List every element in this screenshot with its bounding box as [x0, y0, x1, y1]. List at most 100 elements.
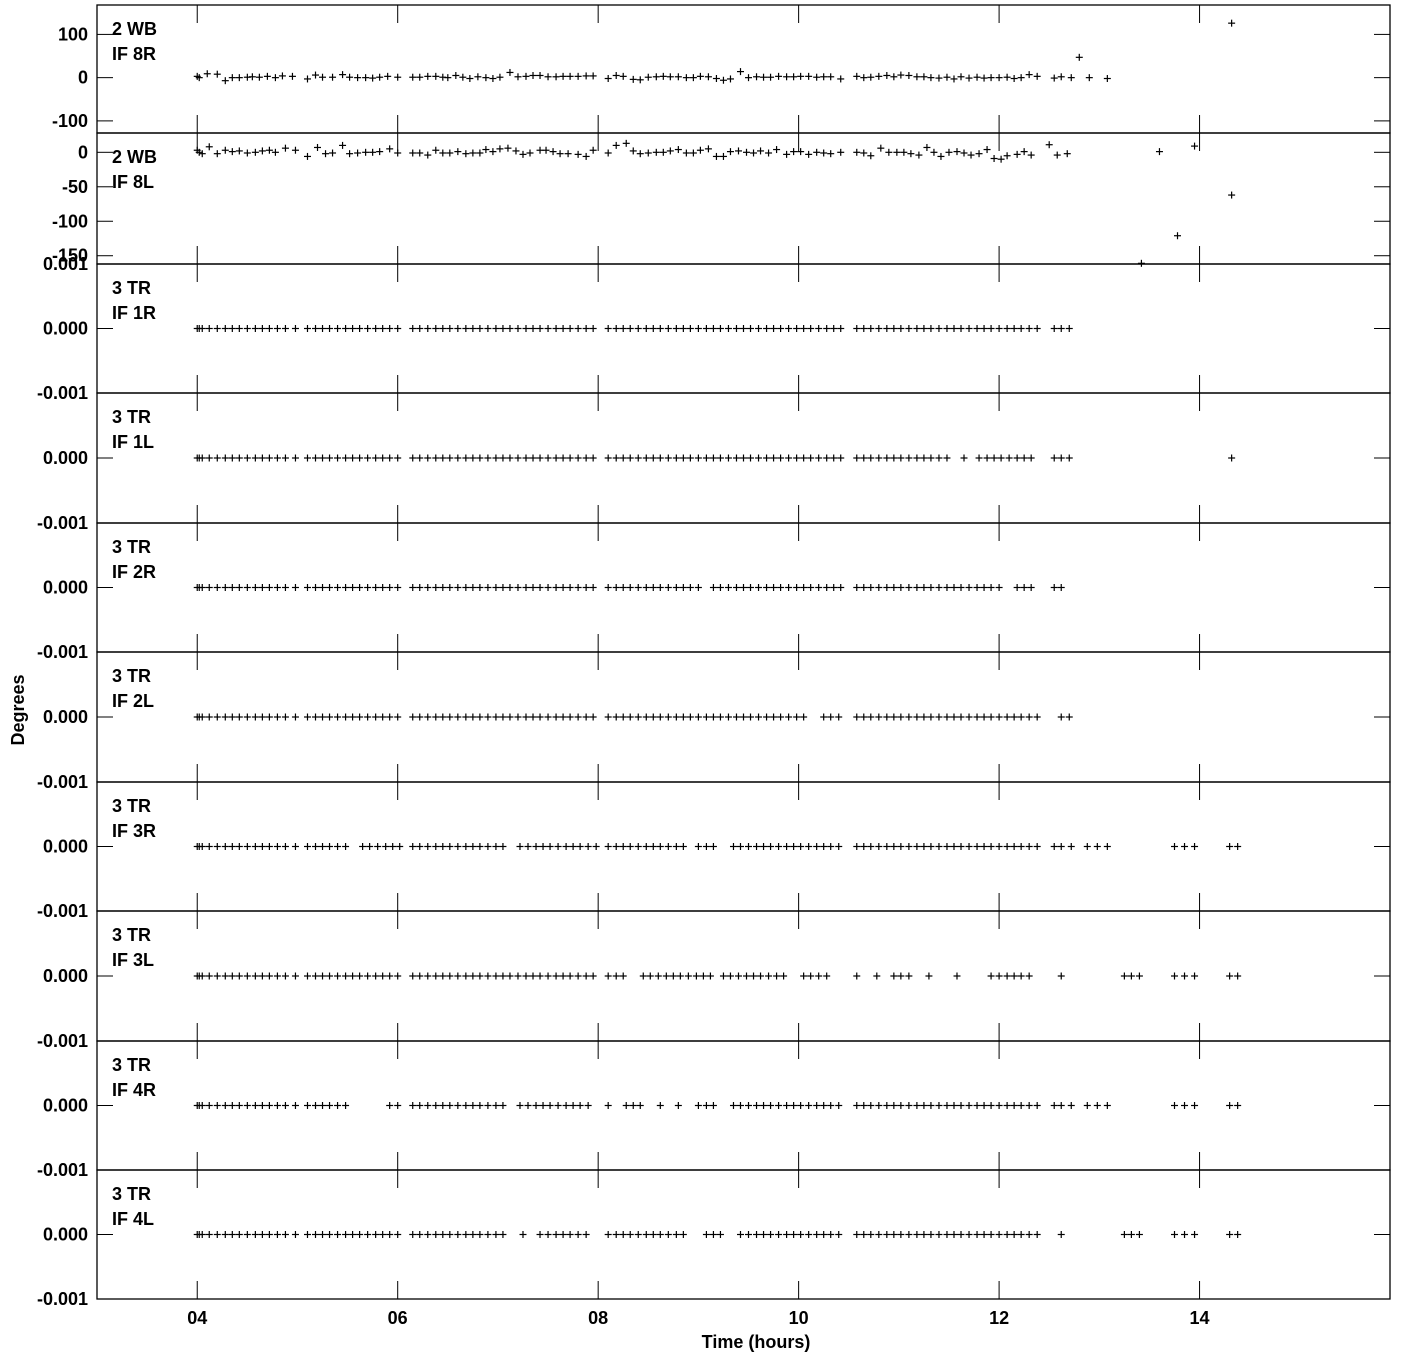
data-point [291, 454, 299, 462]
data-point [853, 454, 861, 462]
data-point [221, 713, 229, 721]
data-point [987, 1102, 995, 1109]
data-point [469, 843, 477, 850]
data-point [793, 325, 801, 332]
data-point [235, 1231, 243, 1238]
data-point [943, 73, 951, 81]
data-point [235, 584, 243, 591]
data-point [312, 1102, 320, 1109]
data-point [719, 152, 727, 160]
panel: 0.000 -0.001 3 TR IF 3R [37, 781, 1391, 921]
data-point [552, 73, 560, 81]
data-point [875, 72, 883, 80]
data-point [559, 1231, 567, 1238]
data-point [1017, 325, 1025, 332]
data-point [793, 713, 801, 721]
data-point [965, 843, 973, 850]
data-point [1067, 1102, 1075, 1109]
data-point [424, 713, 432, 721]
data-point [760, 843, 768, 850]
data-point [732, 713, 740, 721]
data-point [432, 146, 440, 154]
data-point [221, 146, 229, 154]
data-point [205, 1102, 213, 1109]
data-point [1017, 74, 1025, 82]
data-point [664, 713, 672, 721]
data-point [582, 152, 590, 160]
data-point [905, 713, 913, 721]
data-point [935, 584, 943, 591]
data-point [875, 713, 883, 721]
data-point [514, 454, 522, 462]
panel-label: IF 4L [112, 1209, 154, 1229]
data-point [732, 584, 740, 591]
data-point [514, 584, 522, 591]
data-point [1003, 1102, 1011, 1109]
data-point [945, 148, 953, 156]
data-point [303, 1102, 311, 1109]
data-point [303, 1231, 311, 1238]
data-point [656, 1231, 664, 1238]
data-point [291, 146, 299, 154]
data-point [743, 148, 751, 156]
data-point [394, 713, 402, 721]
data-point [1065, 325, 1073, 332]
data-point [612, 325, 620, 332]
data-point [800, 584, 808, 591]
data-point [198, 150, 206, 158]
data-point [322, 150, 330, 158]
data-point [724, 713, 732, 721]
data-point [619, 584, 627, 591]
data-point [346, 73, 354, 81]
data-point [957, 843, 965, 850]
data-point [883, 325, 891, 332]
data-point [506, 584, 514, 591]
data-point [654, 972, 662, 980]
data-point [1083, 843, 1091, 850]
panel-label: IF 3L [112, 950, 154, 970]
data-point [326, 454, 334, 462]
data-point [905, 1102, 913, 1109]
data-point [303, 75, 311, 83]
panel-label: 3 TR [112, 1055, 151, 1075]
data-point [1234, 1231, 1242, 1238]
data-point [967, 151, 975, 159]
data-point [454, 584, 462, 591]
data-point [205, 325, 213, 332]
data-point [853, 72, 861, 80]
data-point [564, 150, 572, 158]
data-point [492, 1102, 500, 1109]
data-point [664, 843, 672, 850]
data-point [265, 843, 273, 850]
data-point [790, 843, 798, 850]
data-point [362, 74, 370, 82]
data-point [366, 843, 374, 850]
data-point [706, 972, 714, 980]
panel: 0.000 -0.001 3 TR IF 3L [37, 910, 1391, 1051]
data-point [265, 713, 273, 721]
x-tick-label: 14 [1190, 1308, 1210, 1328]
data-point [492, 454, 500, 462]
data-point [499, 454, 507, 462]
data-point [927, 1231, 935, 1238]
data-point [446, 1102, 454, 1109]
data-point [394, 149, 402, 157]
data-point [913, 584, 921, 591]
data-point [777, 584, 785, 591]
data-point [476, 843, 484, 850]
panel: 0.000 -0.001 3 TR IF 4R [37, 1040, 1391, 1180]
data-point [1017, 972, 1025, 980]
data-point [589, 454, 597, 462]
data-point [342, 584, 350, 591]
data-point [987, 325, 995, 332]
data-point [920, 454, 928, 462]
panel-label: 3 TR [112, 666, 151, 686]
data-point [312, 71, 320, 79]
panel-label: IF 1R [112, 303, 156, 323]
data-point [890, 1102, 898, 1109]
data-point [303, 454, 311, 462]
data-point [935, 74, 943, 82]
data-point [763, 584, 771, 591]
data-point [258, 972, 266, 980]
data-point [626, 325, 634, 332]
